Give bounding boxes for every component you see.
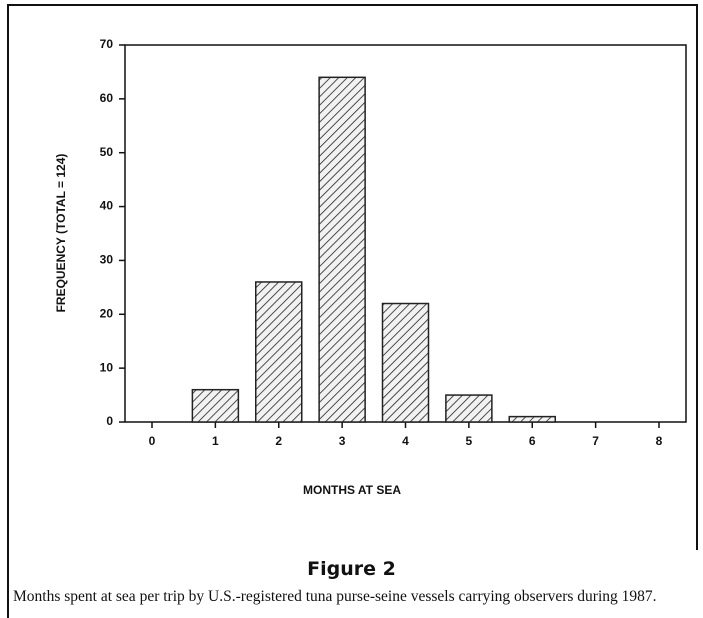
x-tick-label: 7	[592, 434, 599, 448]
x-tick-label: 4	[402, 434, 409, 448]
bar	[445, 394, 493, 423]
y-tick-label: 50	[100, 145, 114, 159]
x-axis-label: MONTHS AT SEA	[303, 483, 401, 497]
y-tick-label: 40	[100, 199, 114, 213]
x-tick-label: 8	[656, 434, 663, 448]
x-tick-label: 1	[212, 434, 219, 448]
y-tick-label: 60	[100, 91, 114, 105]
bar	[381, 302, 430, 423]
frame	[7, 4, 698, 618]
bar	[318, 76, 366, 423]
bar	[255, 281, 303, 423]
y-tick-label: 30	[100, 253, 114, 267]
bar	[508, 415, 556, 423]
y-tick-label: 10	[100, 360, 114, 374]
figure-label: Figure 2	[307, 558, 396, 580]
x-tick-label: 2	[275, 434, 282, 448]
y-tick-label: 0	[106, 414, 113, 428]
bar	[191, 388, 240, 423]
x-tick-label: 3	[339, 434, 346, 448]
x-tick-label: 6	[529, 434, 536, 448]
caption: Months spent at sea per trip by U.S.-reg…	[13, 588, 657, 605]
y-axis-label: FREQUENCY (TOTAL = 124)	[54, 154, 68, 313]
y-tick-label: 70	[100, 37, 114, 51]
y-tick-label: 20	[100, 306, 114, 320]
x-tick-label: 5	[466, 434, 473, 448]
x-tick-label: 0	[149, 434, 156, 448]
